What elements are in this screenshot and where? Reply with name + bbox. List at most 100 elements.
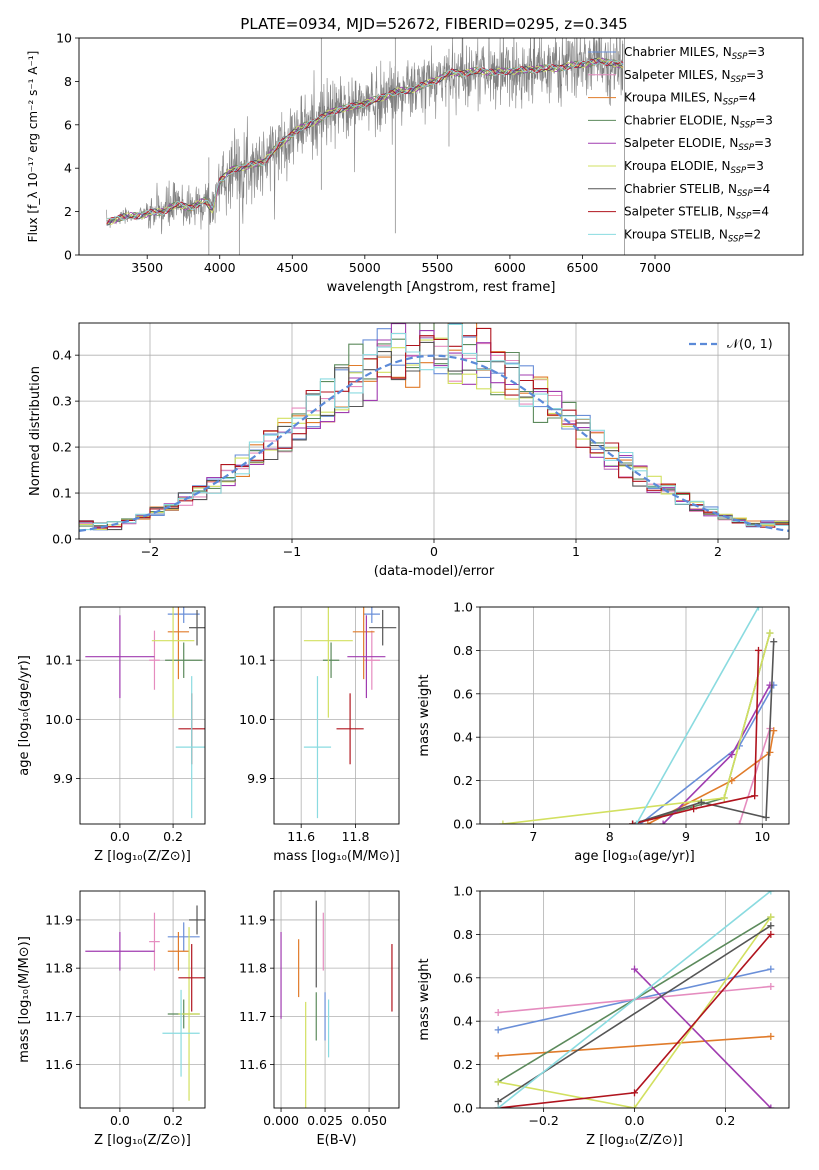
plot-area <box>303 607 397 819</box>
x-tick-label: 3500 <box>131 260 163 275</box>
y-tick-label: 0.2 <box>52 440 72 455</box>
y-tick-label: 0 <box>64 248 72 263</box>
gaussian-curve <box>79 354 789 532</box>
plot-area <box>494 891 775 1108</box>
legend-label: Salpeter MILES, NSSP=3 <box>624 68 764 85</box>
y-tick-label: 0.4 <box>453 730 473 745</box>
plot-area <box>106 38 625 255</box>
x-tick-label: 0.0 <box>625 1113 645 1128</box>
mass-weight-line <box>498 916 772 1108</box>
legend-label: Kroupa STELIB, NSSP=2 <box>624 227 761 244</box>
x-tick-label: 5000 <box>349 260 381 275</box>
y-tick-label: 0.4 <box>453 1014 473 1029</box>
x-tick-label: 7000 <box>639 260 671 275</box>
y-tick-label: 2 <box>64 204 72 219</box>
axes-frame <box>78 322 790 540</box>
y-tick-label: 6 <box>64 117 72 132</box>
mass-weight-line <box>498 1035 771 1057</box>
x-axis-label: mass [log₁₀(M/M⊙)] <box>273 849 400 864</box>
model-spectrum <box>106 59 624 221</box>
plot-area <box>85 905 205 1101</box>
mass-weight-line <box>633 968 772 1108</box>
x-tick-label: 0.0 <box>110 1113 130 1128</box>
y-tick-label: 10.0 <box>239 712 267 727</box>
legend-label: 𝒩(0, 1) <box>727 336 773 351</box>
mass-weight-line <box>632 641 775 824</box>
panel-spectrum: 3500 4000 4500 5000 5500 6000 6500 7000 0 2 4 6 8 10 w… <box>26 31 804 295</box>
x-axis-label: Z [log₁₀(Z/Z⊙)] <box>94 1133 191 1148</box>
y-axis-label: mass [log₁₀(M/M⊙)] <box>17 936 32 1063</box>
y-tick-label: 0.6 <box>453 686 473 701</box>
x-axis-label: (data-model)/error <box>374 564 495 579</box>
x-tick-label: 11.6 <box>287 829 315 844</box>
legend-label: Salpeter ELODIE, NSSP=3 <box>624 136 772 153</box>
y-tick-label: 11.6 <box>45 1057 73 1072</box>
y-axis-label: Normed distribution <box>28 366 43 496</box>
axes-frame <box>78 37 804 256</box>
y-tick-label: 9.9 <box>53 771 73 786</box>
y-tick-label: 10.1 <box>45 653 73 668</box>
model-spectrum <box>106 57 624 224</box>
plot-area <box>85 607 205 819</box>
x-tick-label: 4000 <box>204 260 236 275</box>
y-tick-label: 0.0 <box>453 817 473 832</box>
y-tick-label: 0.2 <box>453 773 473 788</box>
y-tick-label: 11.8 <box>45 961 73 976</box>
y-axis-label: mass weight <box>417 674 432 756</box>
x-tick-label: 0.050 <box>351 1113 387 1128</box>
y-axis-label: Flux [f_λ 10⁻¹⁷ erg cm⁻² s⁻¹ A⁻¹] <box>26 51 40 243</box>
y-tick-label: 8 <box>64 74 72 89</box>
panel-mass-vs-e-b-v-: 0.000 0.025 0.050 11.6 11.7 11.8 11.9 E(B-V) <box>239 890 400 1148</box>
mass-weight-line <box>502 632 771 824</box>
model-spectrum <box>106 58 624 226</box>
y-tick-label: 10 <box>56 31 72 46</box>
legend-label: Kroupa ELODIE, NSSP=3 <box>624 159 764 176</box>
axes-frame <box>479 606 790 825</box>
mass-weight-line <box>635 607 760 824</box>
mass-weight-line <box>497 891 772 1108</box>
y-tick-label: 0.2 <box>453 1057 473 1072</box>
legend-label: Chabrier STELIB, NSSP=4 <box>624 182 770 199</box>
y-tick-label: 0.3 <box>52 394 72 409</box>
x-axis-label: age [log₁₀(age/yr)] <box>574 849 695 864</box>
x-tick-label: 4500 <box>276 260 308 275</box>
panel-age-vs-mass: 11.6 11.8 9.9 10.0 10.1 mass [log₁₀(M/M⊙)] <box>239 606 400 864</box>
model-spectrum <box>106 58 624 225</box>
residual-histogram <box>79 327 789 529</box>
residual-histogram <box>79 341 789 531</box>
y-tick-label: 11.6 <box>239 1057 267 1072</box>
x-axis-label: Z [log₁₀(Z/Z⊙)] <box>586 1133 683 1148</box>
x-tick-label: −1 <box>283 544 301 559</box>
y-tick-label: 4 <box>64 161 72 176</box>
x-tick-label: 0.2 <box>163 1113 183 1128</box>
panel-mass-vs-z: 0.0 0.2 11.6 11.7 11.8 11.9 Z [log₁₀(Z/Z⊙)] mas… <box>17 890 206 1148</box>
y-tick-label: 11.9 <box>239 912 267 927</box>
axes-frame <box>273 606 400 825</box>
model-spectrum <box>106 58 624 223</box>
panel-mass-weight-vs-z: −0.2 0.0 0.2 0.0 0.2 0.4 0.6 0.8 1.0 Z [log₁₀(Z/Z… <box>417 884 790 1148</box>
y-tick-label: 1.0 <box>453 600 473 615</box>
x-tick-label: 0.2 <box>715 1113 735 1128</box>
x-tick-label: 6500 <box>567 260 599 275</box>
legend-label: Chabrier MILES, NSSP=3 <box>624 45 765 62</box>
y-tick-label: 0.1 <box>52 486 72 501</box>
panel-mass-weight-vs-age: 7 8 9 10 0.0 0.2 0.4 0.6 0.8 1.0 age [log₁₀(age/yr… <box>417 600 790 864</box>
y-tick-label: 0.0 <box>52 532 72 547</box>
y-tick-label: 0.6 <box>453 970 473 985</box>
x-tick-label: 0.000 <box>263 1113 299 1128</box>
x-tick-label: 10 <box>754 829 770 844</box>
legend-label: Kroupa MILES, NSSP=4 <box>624 91 756 108</box>
model-spectrum <box>106 57 624 226</box>
x-axis-label: E(B-V) <box>316 1133 356 1148</box>
y-tick-label: 9.9 <box>247 771 267 786</box>
x-tick-label: 0.0 <box>110 829 130 844</box>
model-spectrum <box>106 59 624 221</box>
x-tick-label: −2 <box>141 544 159 559</box>
y-tick-label: 11.7 <box>45 1009 73 1024</box>
y-tick-label: 10.0 <box>45 712 73 727</box>
x-tick-label: 2 <box>714 544 722 559</box>
x-axis-label: wavelength [Angstrom, rest frame] <box>327 280 556 295</box>
x-tick-label: 6000 <box>494 260 526 275</box>
y-tick-label: 0.8 <box>453 927 473 942</box>
